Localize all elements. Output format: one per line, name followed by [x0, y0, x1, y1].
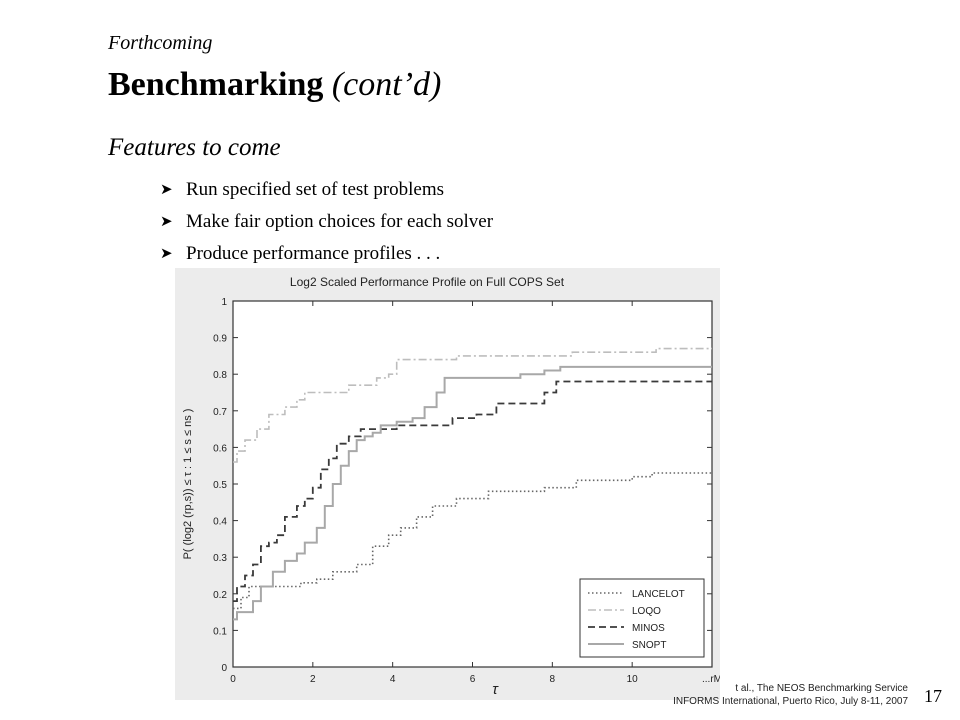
bullet-list: ➤ Run specified set of test problems ➤ Mak…: [160, 174, 493, 270]
slide-subheading: Features to come: [108, 134, 281, 161]
y-axis-label: P( (log2 (rp,s)) ≤ τ : 1 ≤ s ≤ ns ): [182, 409, 194, 560]
series-line-snopt: [233, 365, 712, 621]
slide-footer: t al., The NEOS Benchmarking Service INF…: [608, 682, 908, 708]
y-tick-label: 0.7: [213, 407, 227, 418]
x-tick-label: 10: [627, 674, 639, 685]
y-tick-label: 0.4: [213, 517, 227, 528]
y-tick-label: 0: [221, 663, 227, 674]
x-tick-label: 4: [390, 674, 396, 685]
legend-label: LANCELOT: [632, 589, 685, 600]
x-tick-label: 8: [550, 674, 556, 685]
bullet-item: ➤ Make fair option choices for each solve…: [160, 206, 493, 238]
bullet-text: Run specified set of test problems: [186, 179, 445, 200]
bullet-item: ➤ Run specified set of test problems: [160, 174, 493, 206]
x-tick-label: 6: [470, 674, 476, 685]
arrow-bullet-icon: ➤: [160, 182, 173, 198]
legend-label: MINOS: [632, 623, 665, 634]
bullet-text: Produce performance profiles . . .: [186, 243, 441, 264]
slide-title-suffix: (cont’d): [331, 66, 442, 103]
x-axis-label: τ: [492, 681, 499, 698]
chart-title: Log2 Scaled Performance Profile on Full …: [290, 275, 565, 289]
chart-figure: Log2 Scaled Performance Profile on Full …: [175, 268, 722, 700]
footer-conference: INFORMS International, Puerto Rico, July…: [673, 696, 908, 707]
footer-citation: t al., The NEOS Benchmarking Service: [735, 683, 908, 694]
y-tick-label: 0.6: [213, 443, 227, 454]
y-tick-label: 1: [221, 297, 227, 308]
series-line-minos: [233, 380, 712, 602]
y-tick-label: 0.3: [213, 553, 227, 564]
x-tick-label-last: ...rM: [702, 674, 720, 685]
x-tick-label: 2: [310, 674, 316, 685]
page-number: 17: [924, 686, 942, 706]
y-tick-label: 0.2: [213, 590, 227, 601]
y-tick-label: 0.1: [213, 626, 227, 637]
arrow-bullet-icon: ➤: [160, 246, 173, 262]
slide-title: Benchmarking (cont’d): [108, 66, 441, 104]
series-line-loqo: [233, 347, 712, 463]
legend-label: SNOPT: [632, 640, 666, 651]
y-tick-label: 0.5: [213, 480, 227, 491]
chart-legend: LANCELOT LOQO MINOS SNOPT: [579, 578, 705, 658]
performance-profile-chart: Log2 Scaled Performance Profile on Full …: [182, 275, 722, 698]
y-tick-label: 0.9: [213, 334, 227, 345]
slide-kicker: Forthcoming: [108, 32, 213, 54]
legend-label: LOQO: [632, 606, 661, 617]
slide-title-main: Benchmarking: [108, 66, 324, 103]
arrow-bullet-icon: ➤: [160, 214, 173, 230]
bullet-text: Make fair option choices for each solver: [186, 211, 494, 232]
y-tick-label: 0.8: [213, 370, 227, 381]
series-line-lancelot: [233, 472, 712, 610]
x-tick-label: 0: [230, 674, 236, 685]
bullet-item: ➤ Produce performance profiles . . .: [160, 238, 493, 270]
